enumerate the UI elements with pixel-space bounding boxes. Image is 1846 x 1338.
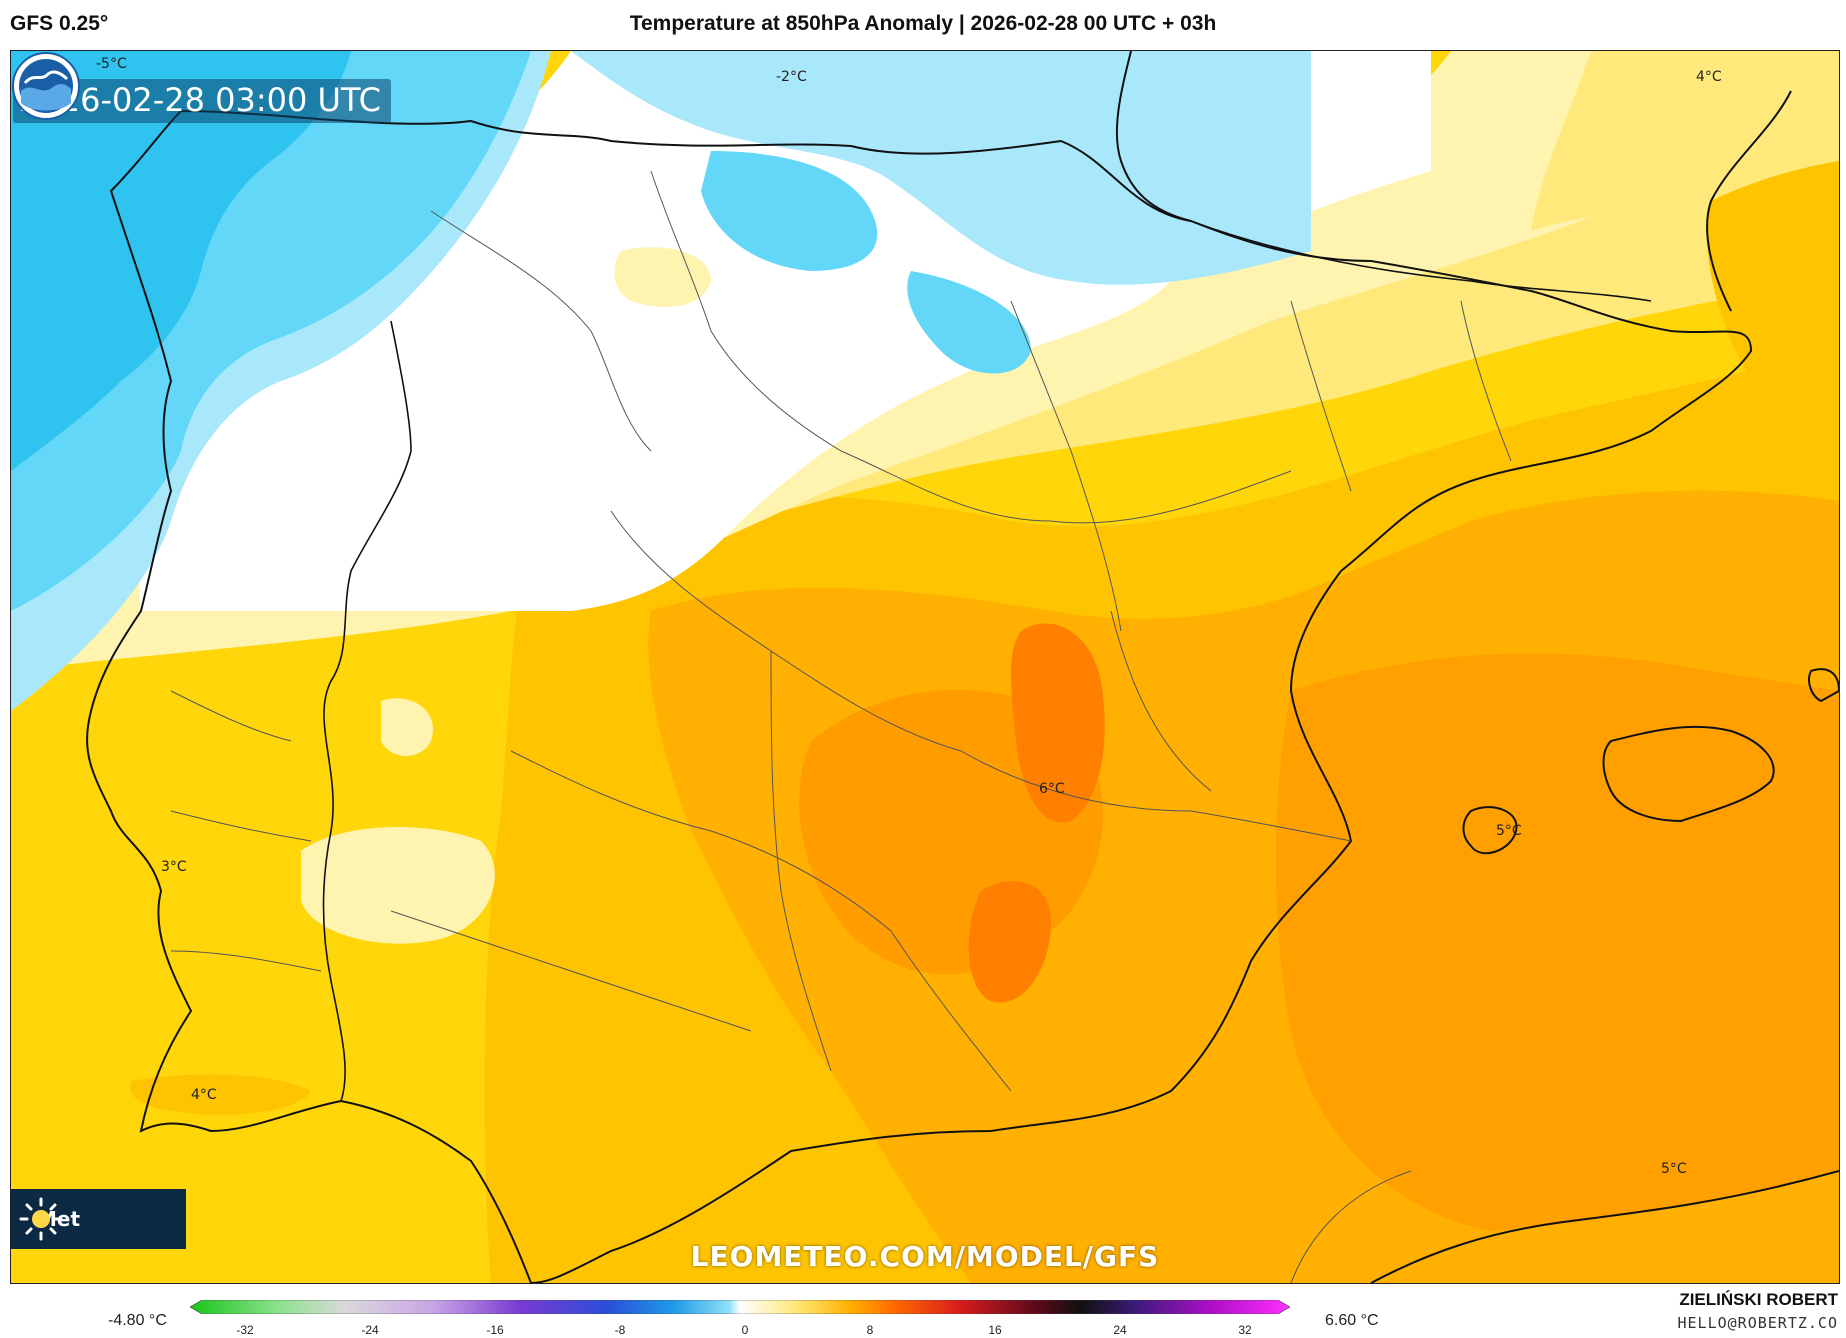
coastline-africa: [1370, 1170, 1839, 1283]
island-menorca: [1808, 668, 1839, 703]
legend-max-label: 6.60 °C: [1325, 1312, 1379, 1329]
contour-label-2: -2°C: [776, 69, 807, 85]
temperature-colorbar: [190, 1300, 1290, 1314]
contour-label-7: 5°C: [1496, 823, 1522, 839]
noaa-logo-icon: [12, 52, 80, 120]
field-orange-max-1: [1011, 623, 1105, 823]
sun-icon: [19, 1197, 63, 1241]
contour-label-6: 4°C: [191, 1087, 217, 1103]
field-pale-patch-3: [614, 247, 711, 307]
colorbar-tick: 24: [1113, 1323, 1127, 1337]
border-portugal-spain: [322, 320, 412, 1102]
contour-label-1: -5°C: [96, 56, 127, 72]
colorbar-tick: -8: [614, 1323, 626, 1337]
field-southwest-patch: [130, 1074, 311, 1115]
colorbar-tick: 16: [988, 1323, 1002, 1337]
coastline-gulf-of-lion: [1706, 90, 1792, 312]
island-mallorca: [1602, 725, 1775, 823]
author-email[interactable]: HELLO@ROBERTZ.CO: [1677, 1314, 1838, 1332]
contour-label-4: 6°C: [1039, 781, 1065, 797]
colorbar-tick: 8: [866, 1323, 874, 1337]
contour-label-8: 5°C: [1661, 1161, 1687, 1177]
meteo-badge: Met: [11, 1189, 186, 1249]
colorbar-tick: 0: [741, 1323, 749, 1337]
field-orange-east: [1276, 653, 1839, 1231]
field-cold-north: [701, 151, 878, 271]
contour-label-3: 4°C: [1696, 69, 1722, 85]
coastline-france: [1115, 51, 1192, 222]
field-pale-patch-2: [381, 698, 433, 756]
chart-title: Temperature at 850hPa Anomaly | 2026-02-…: [629, 12, 1217, 35]
field-orange-max-2: [968, 881, 1051, 1003]
colorbar-tick: -24: [361, 1323, 379, 1337]
field-northeast-warm: [1707, 161, 1839, 451]
field-cool: [11, 51, 1311, 285]
colorbar-tick: -16: [486, 1323, 504, 1337]
island-ibiza: [1462, 806, 1518, 855]
region-borders: [170, 170, 1512, 1283]
model-name: GFS 0.25°: [10, 12, 109, 35]
colorbar-tick: 32: [1238, 1323, 1252, 1337]
contour-label-5: 3°C: [161, 859, 187, 875]
legend-min-label: -4.80 °C: [108, 1312, 167, 1329]
colorbar-tick: -32: [236, 1323, 254, 1337]
anomaly-map: [11, 51, 1839, 1283]
field-pale-patch-1: [301, 827, 495, 944]
watermark-url[interactable]: LEOMETEO.COM/MODEL/GFS: [690, 1240, 1160, 1273]
author-name: ZIELIŃSKI ROBERT: [1679, 1290, 1838, 1309]
field-deep-cold: [11, 51, 351, 471]
border-spain-france: [1190, 220, 1652, 302]
map-panel: 2026-02-28 03:00 UTC -5°C -2°C 4°C 6°C 3…: [10, 50, 1840, 1284]
field-cold-blob: [907, 271, 1031, 374]
